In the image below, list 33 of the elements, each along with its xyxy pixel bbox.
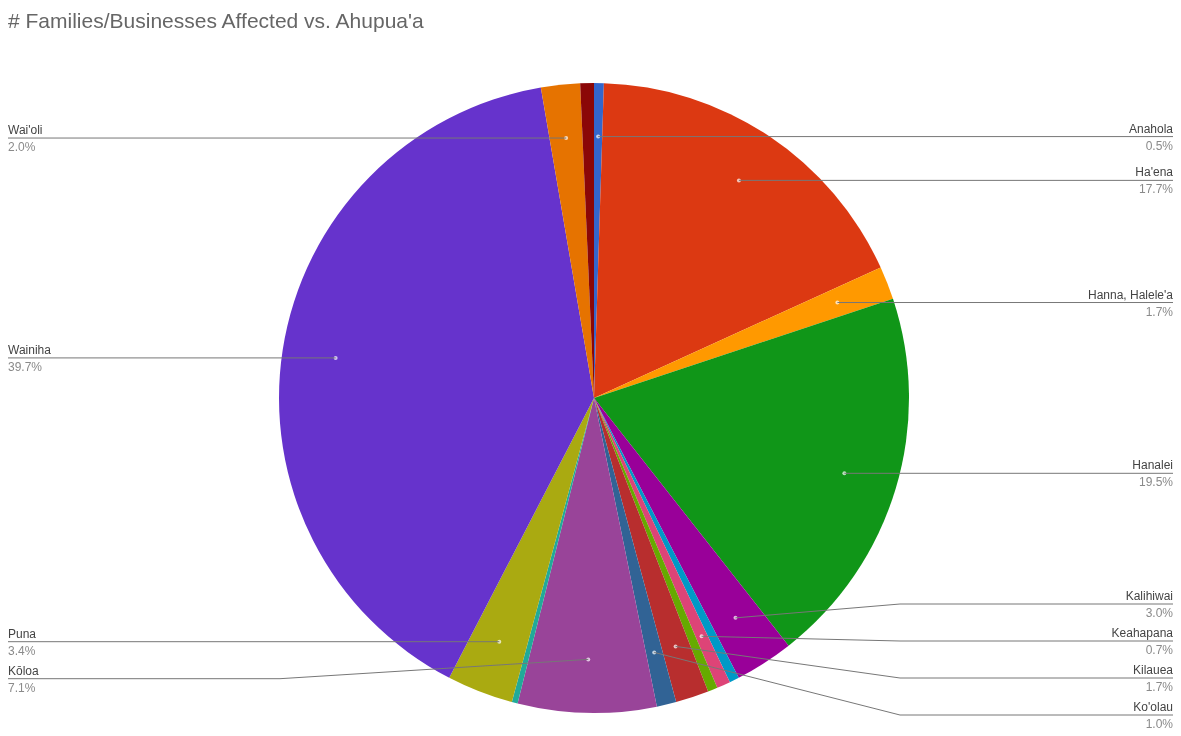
data-label: 7.1% <box>8 680 36 695</box>
data-label: 1.7% <box>1145 304 1174 319</box>
pie-slice <box>594 398 789 678</box>
data-label: 39.7% <box>8 359 43 374</box>
pie-slice <box>517 398 657 713</box>
slice-label: Wai'oli <box>8 123 43 138</box>
data-label: 2.0% <box>8 140 36 155</box>
data-label: 3.0% <box>1145 606 1174 620</box>
slice-label: Keahapana <box>1111 626 1174 640</box>
data-label: 17.7% <box>1138 182 1174 197</box>
chart-title: # Families/Businesses Affected vs. Ahupua'a <box>8 9 425 32</box>
slice-label: Ko'olau <box>1133 700 1173 714</box>
slice-label: Kalihiwai <box>1125 589 1173 603</box>
pie-slice <box>449 398 594 703</box>
slice-label: Kōloa <box>8 663 40 678</box>
data-label: 3.4% <box>8 643 36 658</box>
slice-label: Hanalei <box>1132 458 1173 473</box>
data-label: 19.5% <box>1138 475 1174 490</box>
slice-label: Puna <box>8 626 37 641</box>
data-label: 0.7% <box>1145 643 1174 657</box>
pie-slice <box>594 267 893 398</box>
data-label: 0.5% <box>1145 138 1174 153</box>
pie-slice <box>594 83 881 398</box>
slice-label: Wainiha <box>8 342 52 357</box>
pie-slice <box>540 83 594 398</box>
pie-slice <box>279 87 594 678</box>
data-label: 1.7% <box>1145 680 1174 694</box>
slice-label: Hanna, Halele'a <box>1087 287 1174 302</box>
pie-slice <box>594 298 909 646</box>
slice-label: Ha'ena <box>1135 165 1174 180</box>
slice-label: Anahola <box>1128 121 1174 136</box>
data-label: 1.0% <box>1145 717 1174 731</box>
slice-label: Kilauea <box>1132 663 1174 677</box>
